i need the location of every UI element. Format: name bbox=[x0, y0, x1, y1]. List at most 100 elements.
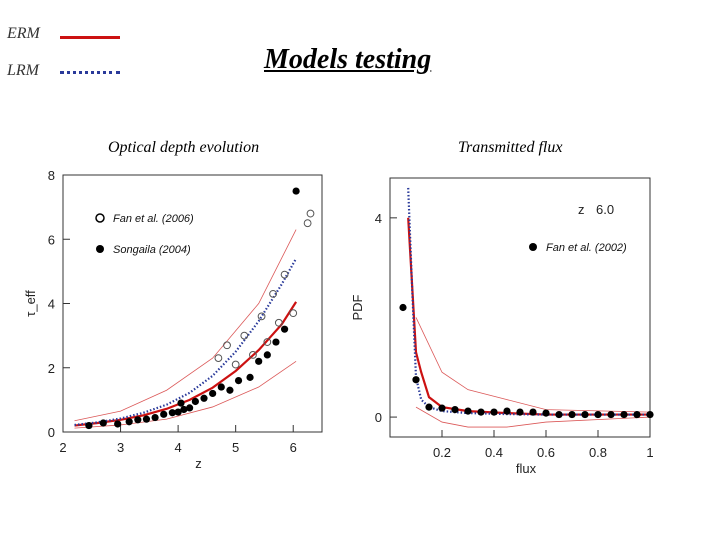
right-xtick-label: 1 bbox=[646, 445, 653, 460]
right-point-filled bbox=[503, 407, 511, 415]
left-point-filled bbox=[174, 408, 182, 416]
legend-label-erm: ERM bbox=[7, 25, 40, 42]
left-line-lrm bbox=[74, 257, 298, 427]
right-point-filled bbox=[412, 376, 420, 384]
left-point-open bbox=[231, 360, 240, 369]
left-point-filled bbox=[151, 413, 159, 422]
left-ytick-label: 2 bbox=[48, 361, 55, 376]
left-point-open bbox=[269, 289, 277, 298]
left-point-open bbox=[280, 270, 289, 279]
right-point-filled bbox=[555, 410, 563, 419]
left-point-filled bbox=[160, 410, 168, 418]
left-chart-title: Optical depth evolution bbox=[108, 139, 260, 156]
right-point-filled bbox=[438, 404, 446, 412]
right-point-filled bbox=[451, 406, 459, 414]
right-xlabel: flux bbox=[516, 461, 537, 476]
right-legend-marker-filled bbox=[529, 243, 537, 251]
left-ytick-label: 0 bbox=[48, 425, 55, 440]
right-xtick-label: 0.2 bbox=[433, 445, 451, 460]
left-ytick-label: 6 bbox=[48, 232, 55, 247]
left-point-filled bbox=[186, 404, 194, 412]
legend-line-lrm bbox=[60, 71, 120, 74]
right-point-filled bbox=[477, 408, 485, 416]
left-legend-label: Songaila (2004) bbox=[113, 244, 191, 256]
right-point-filled bbox=[529, 408, 537, 416]
right-ytick-label: 0 bbox=[375, 410, 382, 425]
right-point-filled bbox=[594, 410, 602, 419]
left-point-filled bbox=[280, 325, 289, 333]
right-point-filled bbox=[620, 410, 628, 419]
left-ytick-label: 8 bbox=[48, 168, 55, 183]
left-point-filled bbox=[217, 383, 225, 391]
left-point-open bbox=[274, 318, 283, 327]
left-point-filled bbox=[134, 416, 142, 424]
left-point-open bbox=[240, 331, 249, 340]
left-point-filled bbox=[177, 399, 185, 407]
left-point-filled bbox=[114, 420, 122, 428]
left-point-open bbox=[289, 309, 298, 318]
left-point-open bbox=[263, 338, 272, 346]
left-ylabel: τ_eff bbox=[23, 290, 38, 317]
right-point-filled bbox=[568, 410, 576, 419]
left-point-open bbox=[214, 354, 223, 363]
right-ytick-label: 4 bbox=[375, 211, 382, 226]
left-xtick-label: 6 bbox=[290, 440, 297, 455]
left-point-open bbox=[306, 209, 315, 218]
left-point-filled bbox=[180, 405, 188, 414]
left-point-filled bbox=[263, 351, 271, 359]
left-point-filled bbox=[200, 394, 208, 402]
right-point-filled bbox=[399, 303, 407, 312]
left-point-open bbox=[257, 312, 266, 321]
left-point-open bbox=[303, 219, 312, 228]
left-point-open bbox=[223, 341, 231, 350]
right-legend-label: Fan et al. (2002) bbox=[546, 242, 627, 254]
left-legend-marker-open bbox=[95, 213, 105, 223]
left-point-filled bbox=[272, 338, 280, 346]
right-xtick-label: 0.6 bbox=[537, 445, 555, 460]
right-point-filled bbox=[581, 410, 589, 419]
left-point-open bbox=[249, 351, 257, 359]
left-ytick-label: 4 bbox=[48, 297, 55, 312]
right-axes-frame bbox=[389, 177, 651, 438]
left-band-lower bbox=[74, 360, 297, 429]
right-point-filled bbox=[425, 403, 433, 411]
left-point-filled bbox=[99, 419, 107, 427]
left-legend-marker-filled bbox=[96, 245, 104, 253]
left-xtick-label: 2 bbox=[59, 440, 66, 455]
left-legend-label: Fan et al. (2006) bbox=[113, 213, 194, 225]
right-point-filled bbox=[516, 408, 524, 416]
right-point-filled bbox=[607, 410, 615, 419]
left-point-filled bbox=[292, 187, 300, 195]
right-point-filled bbox=[633, 410, 641, 419]
right-point-filled bbox=[542, 409, 550, 417]
right-point-filled bbox=[490, 408, 498, 416]
legend-line-erm bbox=[60, 36, 120, 39]
left-point-filled bbox=[191, 397, 199, 406]
right-xtick-label: 0.8 bbox=[589, 445, 607, 460]
left-xtick-label: 3 bbox=[117, 440, 124, 455]
left-point-filled bbox=[168, 409, 176, 417]
left-point-filled bbox=[255, 357, 263, 365]
left-xtick-label: 5 bbox=[232, 440, 239, 455]
left-point-filled bbox=[142, 415, 151, 423]
right-line-lrm bbox=[407, 187, 650, 416]
left-point-filled bbox=[234, 377, 243, 385]
right-point-filled bbox=[464, 407, 472, 415]
left-point-filled bbox=[226, 386, 234, 394]
left-point-filled bbox=[209, 389, 217, 398]
right-annotation-z: z bbox=[578, 202, 585, 217]
right-point-filled bbox=[646, 410, 654, 419]
right-xtick-label: 0.4 bbox=[485, 445, 503, 460]
right-band-upper bbox=[415, 317, 651, 413]
left-band-upper bbox=[74, 229, 297, 422]
left-xtick-label: 4 bbox=[174, 440, 181, 455]
left-point-filled bbox=[125, 418, 133, 426]
left-xlabel: z bbox=[195, 456, 202, 471]
page-title: Models testing bbox=[264, 44, 432, 75]
left-point-filled bbox=[85, 421, 93, 430]
left-point-filled bbox=[246, 373, 254, 381]
legend-label-lrm: LRM bbox=[7, 62, 39, 79]
right-chart-title: Transmitted flux bbox=[458, 139, 563, 156]
right-band-lower bbox=[415, 406, 651, 428]
